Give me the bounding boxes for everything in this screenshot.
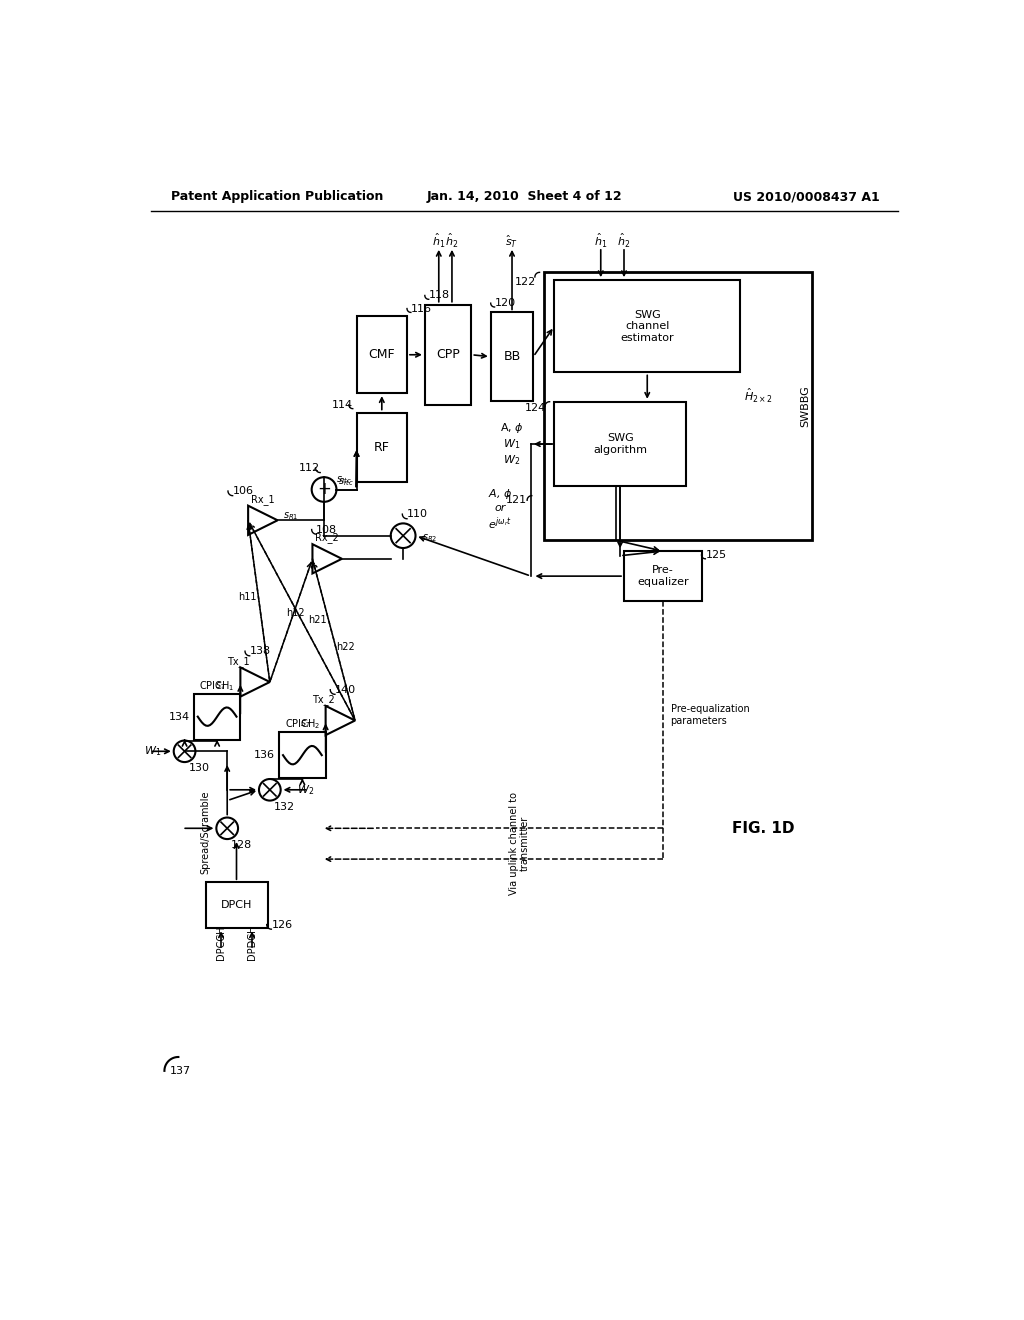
Text: US 2010/0008437 A1: US 2010/0008437 A1	[733, 190, 880, 203]
Bar	[356, 317, 407, 393]
Text: 114: 114	[332, 400, 352, 409]
Text: Via uplink channel to
transmitter: Via uplink channel to transmitter	[509, 792, 530, 895]
Text: BB: BB	[504, 350, 520, 363]
Bar	[554, 280, 740, 372]
Text: 140: 140	[335, 685, 356, 694]
Text: $s_{R2}$: $s_{R2}$	[423, 532, 438, 544]
Text: $s_{rtc}$: $s_{rtc}$	[336, 474, 352, 486]
Text: Jan. 14, 2010  Sheet 4 of 12: Jan. 14, 2010 Sheet 4 of 12	[427, 190, 623, 203]
Text: CPICH$_1$: CPICH$_1$	[200, 678, 234, 693]
Text: 106: 106	[232, 486, 254, 496]
Text: $s_{R1}$: $s_{R1}$	[283, 511, 298, 523]
Text: Rx_1: Rx_1	[251, 494, 274, 506]
Text: h11: h11	[239, 593, 257, 602]
Text: SWBBG: SWBBG	[801, 385, 810, 428]
Text: 118: 118	[429, 290, 450, 301]
Text: $\hat{h}_2$: $\hat{h}_2$	[617, 232, 631, 249]
Text: Tx_1: Tx_1	[226, 656, 250, 667]
Text: RF: RF	[374, 441, 390, 454]
Text: $\hat{H}_{2\times 2}$: $\hat{H}_{2\times 2}$	[744, 387, 773, 405]
Text: A, $\phi$
$W_1$
$W_2$: A, $\phi$ $W_1$ $W_2$	[500, 421, 523, 467]
Text: Patent Application Publication: Patent Application Publication	[171, 190, 383, 203]
Text: 137: 137	[170, 1065, 191, 1076]
Text: 108: 108	[316, 524, 338, 535]
Text: CMF: CMF	[369, 348, 395, 362]
Text: $s_T$: $s_T$	[215, 680, 226, 692]
Text: 130: 130	[188, 763, 210, 774]
Text: 125: 125	[706, 550, 726, 560]
Text: 110: 110	[407, 510, 428, 519]
Text: Rx_2: Rx_2	[315, 532, 339, 544]
Text: 116: 116	[411, 304, 432, 314]
Text: 132: 132	[273, 801, 295, 812]
Bar	[356, 413, 407, 482]
Text: DPDCH: DPDCH	[247, 924, 257, 960]
Text: 136: 136	[254, 750, 275, 760]
Text: DPCH: DPCH	[221, 900, 252, 911]
Bar	[624, 552, 701, 601]
Text: DPCCH: DPCCH	[216, 925, 226, 960]
Text: +: +	[317, 480, 331, 499]
Bar	[554, 401, 686, 487]
Text: Pre-
equalizer: Pre- equalizer	[637, 565, 688, 587]
Text: 120: 120	[495, 298, 516, 308]
Text: SWG
algorithm: SWG algorithm	[593, 433, 647, 455]
Text: h21: h21	[308, 615, 327, 626]
Bar	[194, 693, 241, 739]
Text: A, $\phi$
or
$e^{j\omega_r t}$: A, $\phi$ or $e^{j\omega_r t}$	[487, 487, 512, 532]
Text: 138: 138	[250, 647, 270, 656]
Text: $W_1$: $W_1$	[144, 744, 162, 758]
Text: 134: 134	[169, 711, 190, 722]
Text: $W_2$: $W_2$	[297, 783, 314, 797]
Text: $s_T$: $s_T$	[300, 718, 311, 730]
Text: Pre-equalization
parameters: Pre-equalization parameters	[671, 704, 750, 726]
Text: $\hat{h}_1$: $\hat{h}_1$	[594, 232, 607, 249]
Bar	[425, 305, 471, 405]
Bar	[280, 733, 326, 779]
Text: 122: 122	[515, 277, 537, 286]
Text: Tx_2: Tx_2	[312, 694, 335, 705]
Text: h12: h12	[286, 607, 304, 618]
Text: $\hat{s}_T$: $\hat{s}_T$	[506, 234, 518, 249]
Bar	[206, 882, 267, 928]
Text: 121: 121	[506, 495, 527, 506]
Text: CPICH$_2$: CPICH$_2$	[285, 718, 321, 731]
Text: SWG
channel
estimator: SWG channel estimator	[621, 310, 674, 343]
Text: $\hat{h}_1$: $\hat{h}_1$	[432, 232, 445, 249]
Text: 126: 126	[271, 920, 293, 929]
Text: $\hat{h}_2$: $\hat{h}_2$	[445, 232, 459, 249]
Text: Spread/Scramble: Spread/Scramble	[201, 791, 211, 874]
Text: 124: 124	[525, 403, 547, 413]
Text: 112: 112	[299, 463, 321, 473]
Text: CPP: CPP	[436, 348, 460, 362]
Text: 128: 128	[231, 841, 252, 850]
Text: FIG. 1D: FIG. 1D	[732, 821, 795, 836]
Text: h22: h22	[336, 643, 354, 652]
Bar	[544, 272, 812, 540]
Text: $s_{rtc}$: $s_{rtc}$	[339, 477, 354, 487]
Bar	[490, 313, 534, 401]
